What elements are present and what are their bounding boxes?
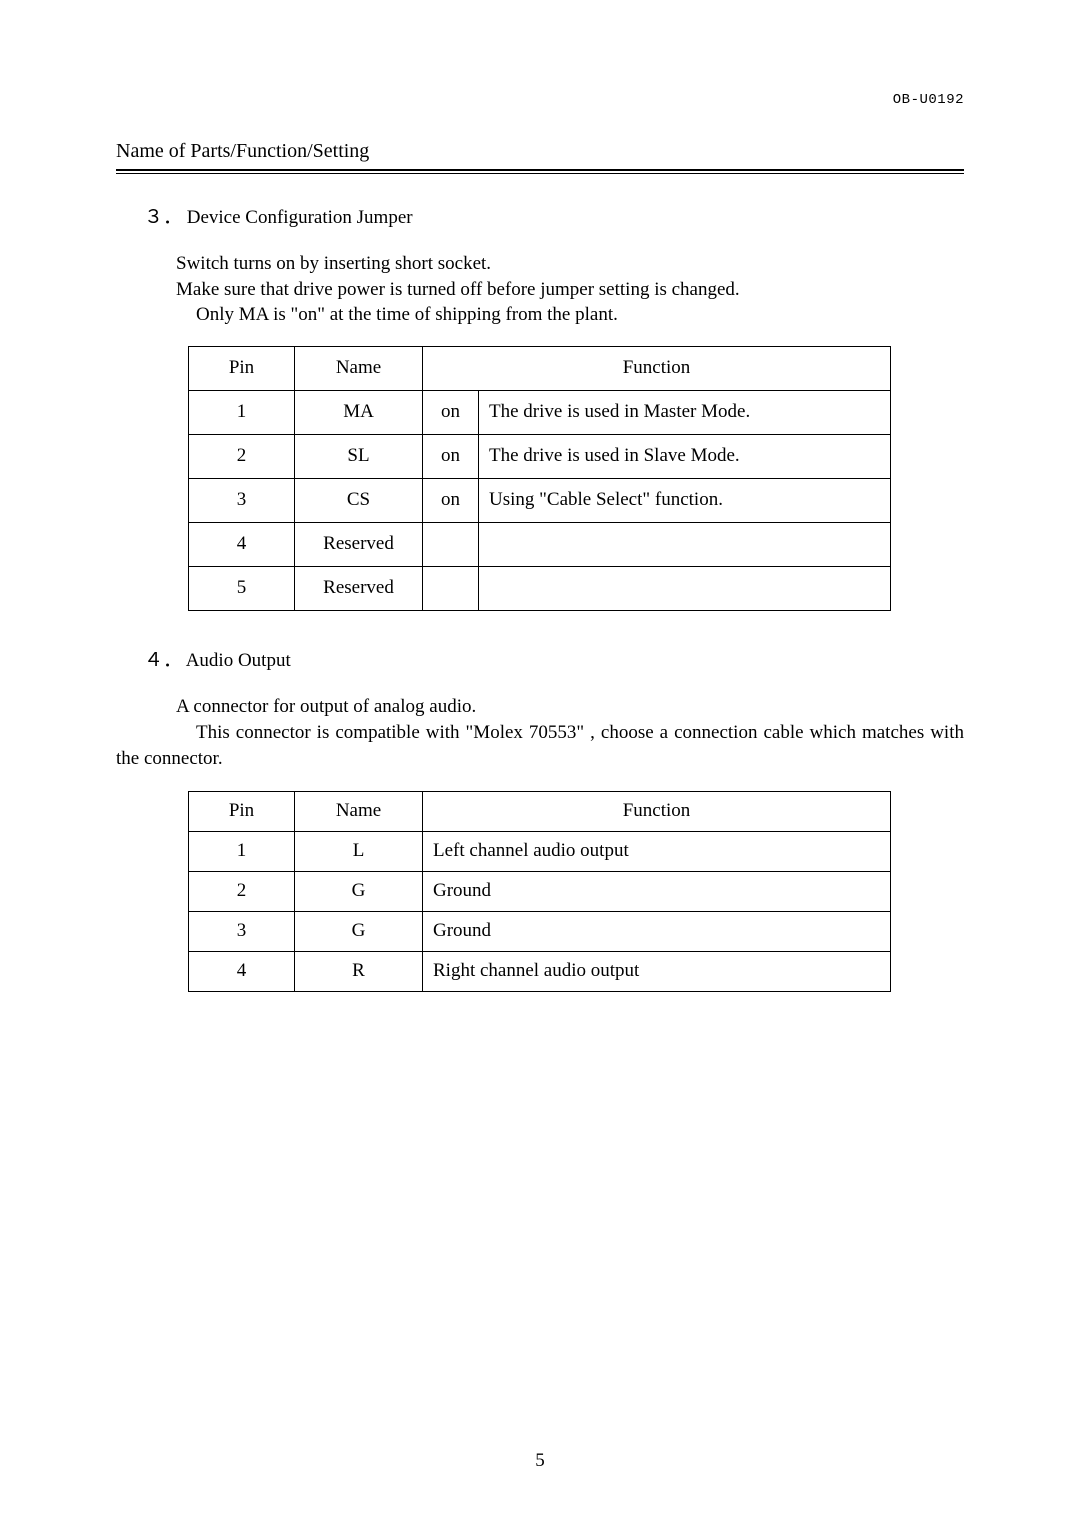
cell-function [479, 566, 891, 610]
cell-function: Left channel audio output [423, 831, 891, 871]
cell-pin: 1 [189, 831, 295, 871]
title-divider [116, 169, 964, 174]
cell-name: Reserved [295, 566, 423, 610]
page-number: 5 [0, 1450, 1080, 1472]
cell-name: G [295, 871, 423, 911]
cell-state: on [423, 390, 479, 434]
cell-state: on [423, 478, 479, 522]
cell-state: on [423, 434, 479, 478]
section-audio-output: ４． Audio Output A connector for output o… [116, 645, 964, 992]
section3-line2: Make sure that drive power is turned off… [176, 277, 964, 303]
cell-state [423, 522, 479, 566]
cell-name: CS [295, 478, 423, 522]
cell-name: L [295, 831, 423, 871]
cell-name: Reserved [295, 522, 423, 566]
section3-line1: Switch turns on by inserting short socke… [176, 251, 964, 277]
cell-pin: 3 [189, 478, 295, 522]
cell-pin: 2 [189, 434, 295, 478]
table-row: 3 G Ground [189, 911, 891, 951]
table-row: 4 Reserved [189, 522, 891, 566]
section-device-configuration: ３． Device Configuration Jumper Switch tu… [116, 202, 964, 611]
cell-function [479, 522, 891, 566]
col-function: Function [423, 791, 891, 831]
cell-name: G [295, 911, 423, 951]
section4-heading: ４． Audio Output [144, 645, 964, 672]
audio-table: Pin Name Function 1 L Left channel audio… [188, 791, 891, 992]
cell-function: The drive is used in Slave Mode. [479, 434, 891, 478]
table-row: 1 L Left channel audio output [189, 831, 891, 871]
col-pin: Pin [189, 791, 295, 831]
table-row: 2 SL on The drive is used in Slave Mode. [189, 434, 891, 478]
document-code: OB-U0192 [893, 92, 964, 108]
cell-function: Using "Cable Select" function. [479, 478, 891, 522]
col-function: Function [423, 346, 891, 390]
col-pin: Pin [189, 346, 295, 390]
cell-pin: 5 [189, 566, 295, 610]
cell-name: R [295, 951, 423, 991]
table-row: 2 G Ground [189, 871, 891, 911]
table-header-row: Pin Name Function [189, 346, 891, 390]
cell-function: Ground [423, 871, 891, 911]
cell-name: MA [295, 390, 423, 434]
section3-heading: ３． Device Configuration Jumper [144, 202, 964, 229]
col-name: Name [295, 791, 423, 831]
cell-name: SL [295, 434, 423, 478]
table-row: 1 MA on The drive is used in Master Mode… [189, 390, 891, 434]
section4-line2: This connector is compatible with "Molex… [116, 720, 964, 773]
cell-function: Ground [423, 911, 891, 951]
cell-pin: 2 [189, 871, 295, 911]
cell-pin: 4 [189, 951, 295, 991]
page-title: Name of Parts/Function/Setting [116, 140, 964, 163]
cell-pin: 4 [189, 522, 295, 566]
cell-function: Right channel audio output [423, 951, 891, 991]
cell-pin: 3 [189, 911, 295, 951]
cell-function: The drive is used in Master Mode. [479, 390, 891, 434]
section4-line1: A connector for output of analog audio. [176, 694, 964, 720]
table-row: 3 CS on Using "Cable Select" function. [189, 478, 891, 522]
section3-line3: Only MA is "on" at the time of shipping … [196, 302, 964, 328]
col-name: Name [295, 346, 423, 390]
jumper-table: Pin Name Function 1 MA on The drive is u… [188, 346, 891, 611]
cell-state [423, 566, 479, 610]
table-header-row: Pin Name Function [189, 791, 891, 831]
cell-pin: 1 [189, 390, 295, 434]
table-row: 5 Reserved [189, 566, 891, 610]
table-row: 4 R Right channel audio output [189, 951, 891, 991]
